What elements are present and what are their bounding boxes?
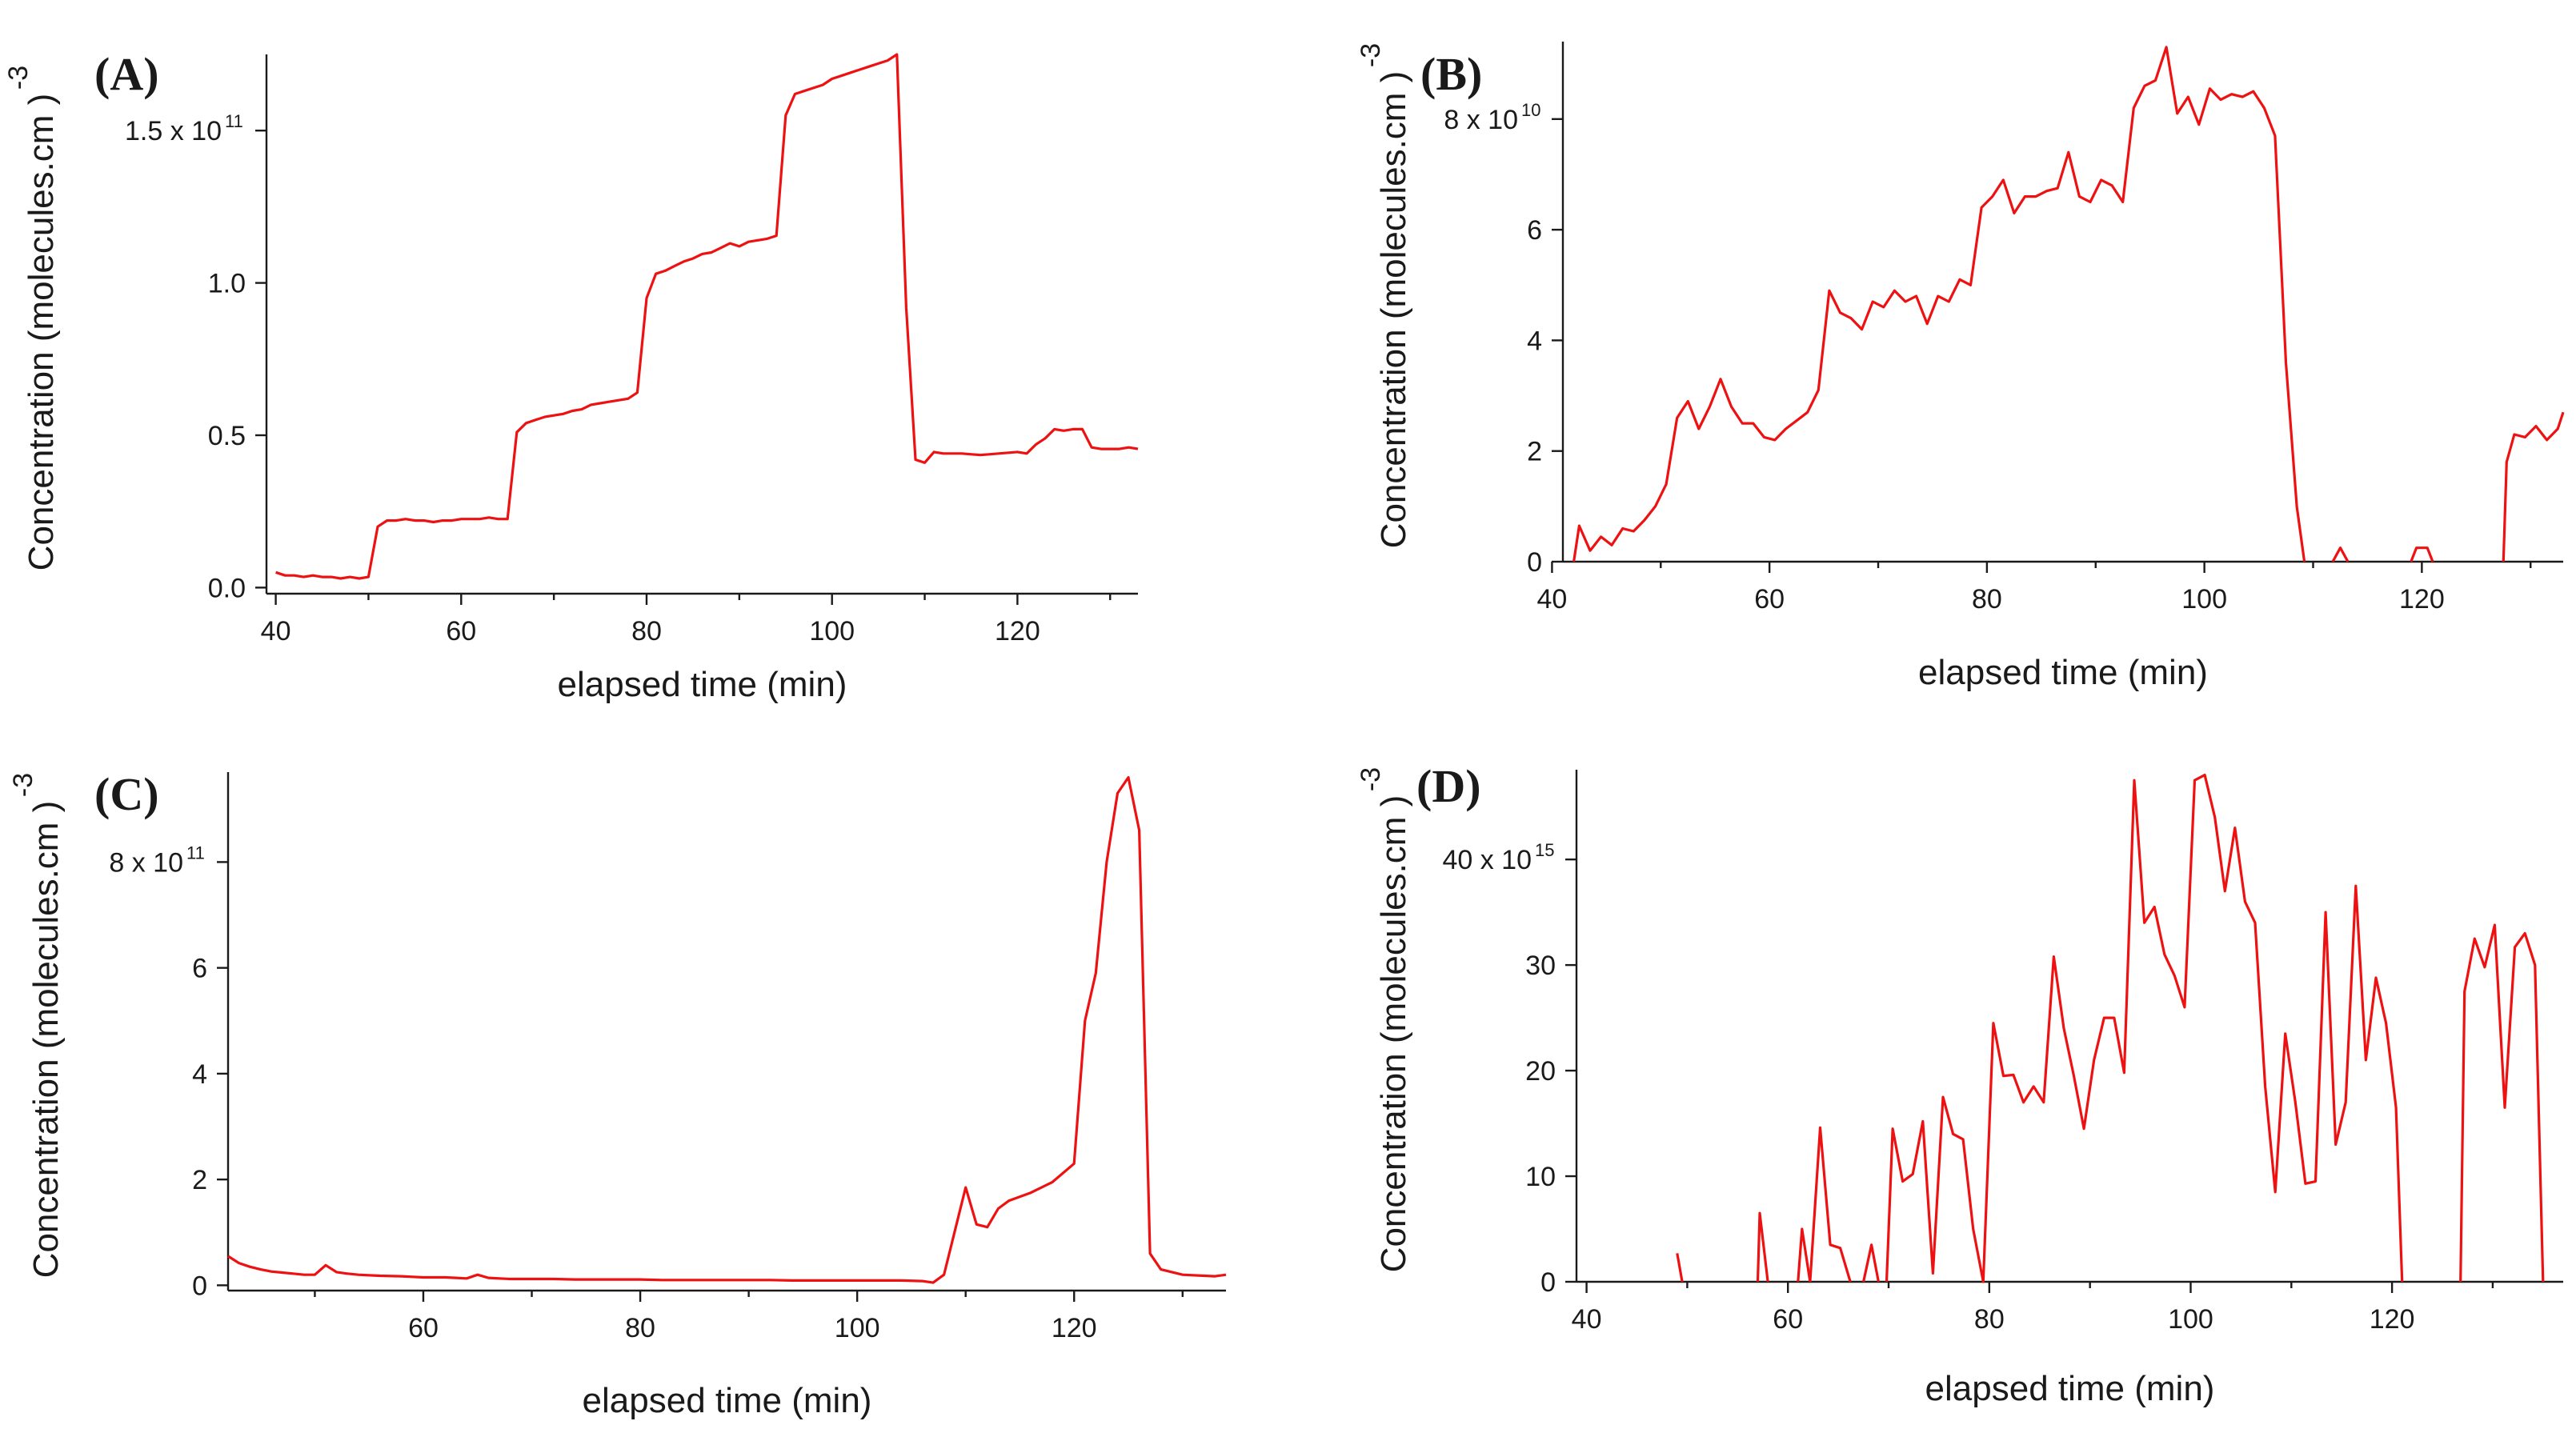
y-tick-label: 0.0 (208, 573, 246, 603)
series-line-d-seg6 (1885, 773, 2404, 1283)
panel-label: (A) (94, 48, 159, 100)
panel-label: (C) (94, 768, 159, 820)
panel-label: (B) (1420, 48, 1482, 100)
x-axis-title: elapsed time (min) (583, 1381, 872, 1420)
series-line-d-seg4 (1809, 1126, 1852, 1283)
x-tick-label: 80 (625, 1313, 655, 1343)
x-tick-label: 120 (2370, 1304, 2415, 1335)
y-tick-label: 8 x 10 (1444, 105, 1518, 135)
y-tick-label: 30 (1525, 951, 1556, 981)
y-axis-title-group: Concentration (molecules.cm ) -3 (1356, 43, 1413, 548)
series-line-d-seg1 (1676, 1253, 1684, 1283)
x-tick-label: 100 (809, 616, 855, 646)
series-line-b-seg2 (2331, 546, 2350, 562)
x-tick-label: 100 (2168, 1304, 2213, 1335)
y-tick-label: 40 x 10 (1442, 845, 1532, 875)
y-tick-exponent: 10 (1521, 100, 1540, 120)
y-tick-exponent: 15 (1535, 840, 1554, 860)
y-tick-label: 6 (1527, 215, 1542, 246)
y-tick-label: 4 (192, 1059, 207, 1090)
x-tick-label: 100 (2181, 584, 2227, 614)
y-tick-label: 1.5 x 10 (125, 116, 222, 146)
y-tick-label: 2 (1527, 437, 1542, 467)
series-line-b-seg4 (2502, 411, 2565, 562)
x-tick-label: 80 (1974, 1304, 2005, 1335)
x-tick-label: 60 (446, 616, 476, 646)
y-axis-title-exponent: -3 (1356, 43, 1386, 67)
series-line-d-seg7 (2459, 923, 2545, 1283)
x-tick-label: 120 (1052, 1313, 1097, 1343)
x-tick-label: 60 (1754, 584, 1785, 614)
x-tick-label: 60 (408, 1313, 439, 1343)
y-axis-title: Concentration (molecules.cm ) (22, 94, 61, 571)
x-axis-title: elapsed time (min) (1925, 1369, 2215, 1408)
series-line-b-seg3 (2410, 546, 2434, 562)
y-tick-label: 2 (192, 1165, 207, 1195)
x-axis-title: elapsed time (min) (558, 665, 847, 704)
x-axis-title: elapsed time (min) (1918, 653, 2208, 692)
y-axis-title-exponent: -3 (1356, 767, 1386, 791)
series-line-c (227, 775, 1227, 1284)
x-tick-label: 80 (1972, 584, 2002, 614)
series-line-b-seg1 (1572, 46, 2306, 562)
series-line-d-seg3 (1797, 1227, 1812, 1283)
y-axis-title-exponent: -3 (8, 773, 38, 797)
x-tick-label: 100 (835, 1313, 880, 1343)
y-tick-label: 20 (1525, 1056, 1556, 1087)
y-tick-label: 0 (1527, 547, 1542, 578)
x-tick-label: 40 (1536, 584, 1567, 614)
x-tick-label: 60 (1773, 1304, 1803, 1335)
panel-a: 40 60 80 100 120 0.0 0.5 1.0 1.5 x 10 11 (A) elapse… (3, 48, 1139, 704)
y-tick-label: 0.5 (208, 421, 246, 451)
series-line-d-seg2 (1756, 1211, 1769, 1283)
x-tick-label: 120 (2399, 584, 2445, 614)
x-tick-label: 120 (995, 616, 1040, 646)
series-line-d-seg5 (1862, 1243, 1880, 1283)
panel-d: 40 60 80 100 120 0 10 20 30 40 x 10 15 (D) elapsed t… (1356, 760, 2563, 1408)
panel-label: (D) (1416, 760, 1481, 812)
y-tick-label: 10 (1525, 1162, 1556, 1192)
y-tick-label: 4 (1527, 326, 1542, 356)
y-axis-title: Concentration (molecules.cm ) (26, 801, 66, 1279)
y-tick-label: 8 x 10 (109, 847, 183, 878)
y-tick-label: 6 (192, 954, 207, 984)
y-tick-label: 1.0 (208, 269, 246, 299)
panel-c: 60 80 100 120 0 2 4 6 8 x 10 11 (C) elapsed time (m… (8, 768, 1227, 1420)
y-axis-title-group: Concentration (molecules.cm ) -3 (3, 66, 61, 570)
y-axis-title-group: Concentration (molecules.cm ) -3 (1356, 767, 1413, 1272)
panel-b: 40 60 80 100 120 0 2 4 6 8 x 10 10 (B) elapsed time … (1356, 42, 2565, 692)
y-axis-title-group: Concentration (molecules.cm ) -3 (8, 773, 66, 1278)
y-axis-title: Concentration (molecules.cm ) (1374, 71, 1413, 549)
series-line-a (275, 53, 1139, 580)
y-tick-label: 0 (192, 1271, 207, 1301)
y-tick-label: 0 (1540, 1267, 1556, 1298)
x-tick-label: 80 (631, 616, 662, 646)
y-axis-title-exponent: -3 (3, 66, 34, 90)
y-axis-title: Concentration (molecules.cm ) (1374, 795, 1413, 1273)
y-tick-exponent: 11 (225, 111, 243, 131)
x-tick-label: 40 (261, 616, 291, 646)
x-tick-label: 40 (1572, 1304, 1602, 1335)
y-tick-exponent: 11 (186, 843, 205, 863)
